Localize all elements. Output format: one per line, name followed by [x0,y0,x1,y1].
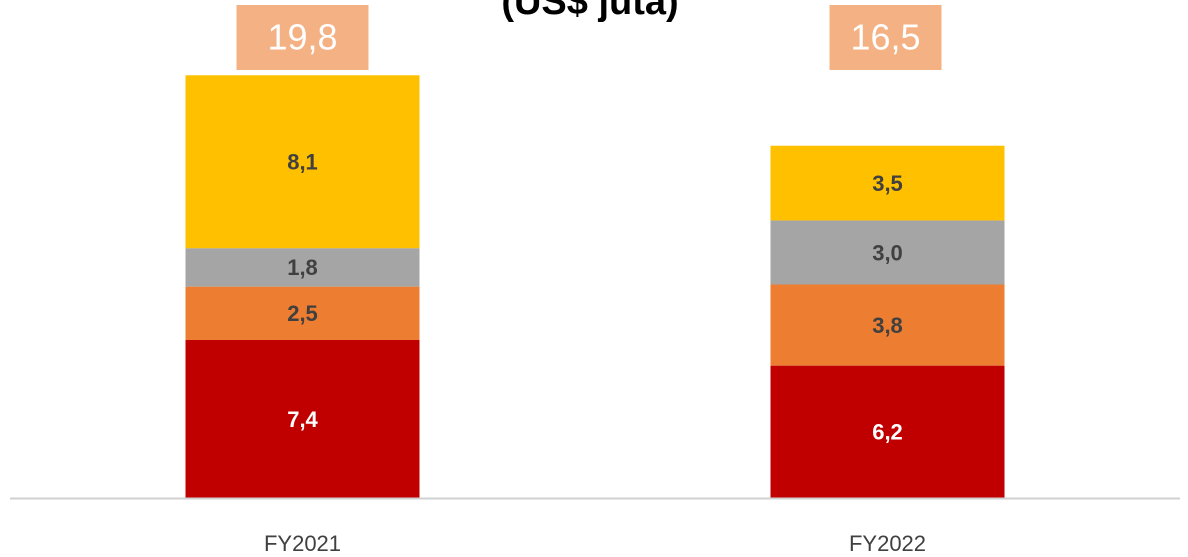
total-box [829,5,942,70]
bar-segment [185,248,420,287]
data-label: 7,4 [287,407,318,432]
data-label: 3,0 [872,240,903,265]
total-box [236,5,369,70]
x-tick-label: FY2021 [264,531,341,556]
bar-segment [770,145,1005,221]
bar-segment [770,365,1005,498]
data-label: 3,5 [872,171,903,196]
data-label: 2,5 [287,301,318,326]
bar-segment [185,75,420,249]
bar-segment [185,286,420,341]
data-label: 8,1 [287,150,318,175]
bar-segment [770,284,1005,366]
data-label: 6,2 [872,420,903,445]
chart-title: (US$ juta) [501,0,678,23]
x-tick-label: FY2022 [849,531,926,556]
data-label: 3,8 [872,313,903,338]
total-label: 19,8 [267,17,337,58]
bar-segment [770,220,1005,285]
total-label: 16,5 [850,17,920,58]
bar-segment [185,340,420,498]
data-label: 1,8 [287,255,318,280]
